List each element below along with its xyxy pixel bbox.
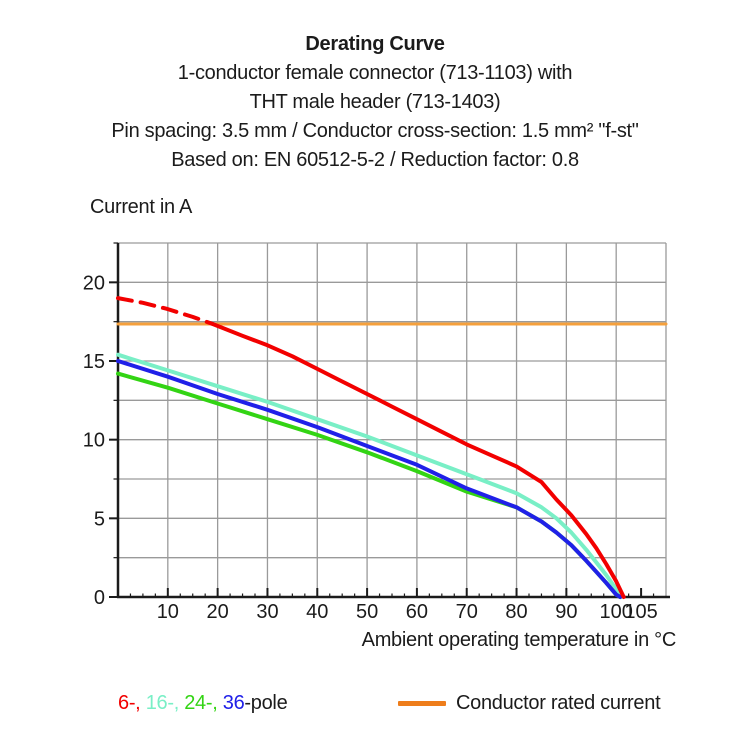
chart-subtitle-line-4: Based on: EN 60512-5-2 / Reduction facto…	[171, 149, 579, 171]
legend-pole-segment-4: -pole	[244, 692, 288, 714]
legend-pole-segment-1: 16-,	[145, 692, 185, 714]
legend-pole-segment-0: 6-,	[118, 692, 146, 714]
x-tick-label: 10	[157, 601, 179, 623]
x-tick-label: 100	[599, 601, 632, 623]
y-tick-label: 15	[83, 351, 105, 373]
y-tick-label: 0	[94, 587, 105, 609]
x-tick-label: 60	[406, 601, 428, 623]
legend-rated-current: Conductor rated current	[398, 692, 661, 715]
legend-pole-segment-3: 36	[222, 692, 245, 714]
x-axis-title: Ambient operating temperature in °C	[361, 629, 677, 651]
chart-subtitle-line-1: 1-conductor female connector (713-1103) …	[177, 62, 573, 84]
y-tick-label: 5	[94, 508, 105, 530]
chart-title-block: Derating Curve 1-conductor female connec…	[0, 30, 750, 175]
rated-current-line-swatch	[398, 701, 446, 706]
x-tick-label: 105	[624, 601, 657, 623]
x-tick-label: 70	[456, 601, 478, 623]
x-tick-label: 30	[256, 601, 278, 623]
legend-pole-segment-2: 24-,	[184, 692, 223, 714]
x-tick-label: 50	[356, 601, 378, 623]
legend: 6-, 16-, 24-, 36-pole Conductor rated cu…	[0, 692, 750, 720]
x-tick-label: 90	[555, 601, 577, 623]
curve-36-pole	[116, 359, 623, 599]
y-tick-label: 20	[83, 272, 105, 294]
curve-6-pole	[210, 322, 626, 599]
y-axis-title: Current in A	[90, 196, 193, 218]
chart-subtitle-line-2: THT male header (713-1403)	[249, 91, 501, 113]
x-tick-label: 20	[207, 601, 229, 623]
x-tick-label: 40	[306, 601, 328, 623]
x-tick-label: 80	[505, 601, 527, 623]
y-tick-label: 10	[83, 430, 105, 452]
legend-pole-counts: 6-, 16-, 24-, 36-pole	[118, 692, 288, 715]
chart-subtitle-line-3: Pin spacing: 3.5 mm / Conductor cross-se…	[111, 120, 639, 142]
curve-16-pole	[116, 352, 624, 599]
curve-6-pole	[116, 296, 215, 326]
rated-current-label: Conductor rated current	[456, 692, 661, 714]
chart-title: Derating Curve	[305, 33, 445, 55]
